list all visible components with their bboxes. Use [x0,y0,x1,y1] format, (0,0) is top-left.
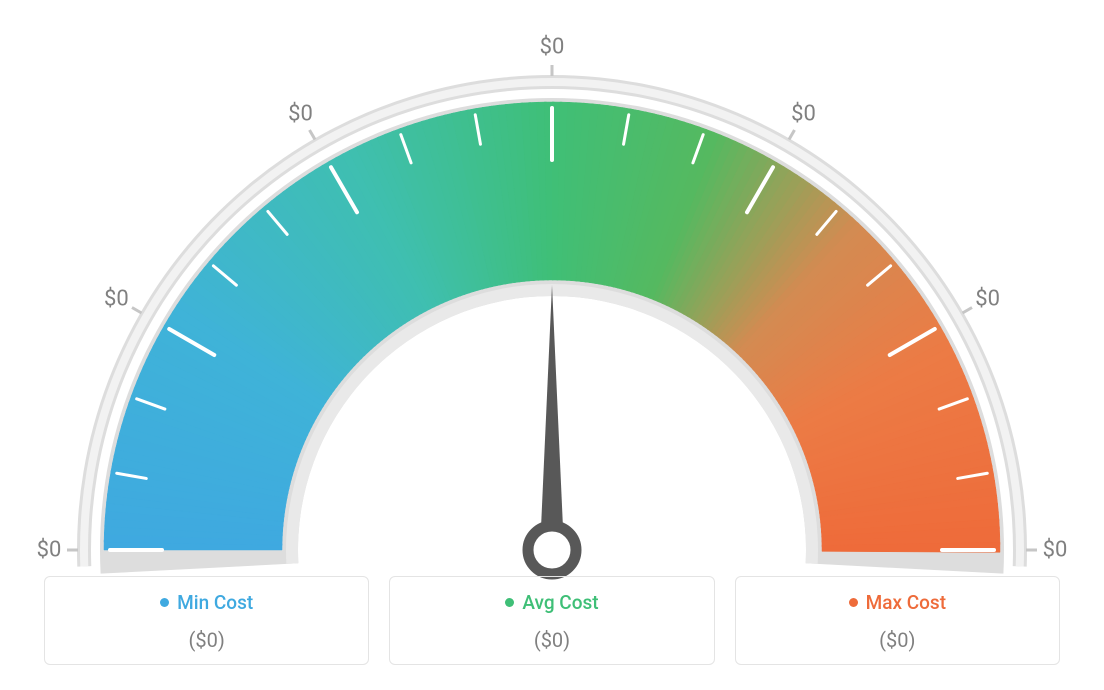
tick-label: $0 [37,538,62,563]
tick-label: $0 [1043,538,1068,563]
legend-value-min: ($0) [55,628,358,652]
legend-value-avg: ($0) [400,628,703,652]
legend-title-avg: Avg Cost [505,591,598,614]
needle [540,285,564,550]
dot-icon [160,598,169,607]
outer-tick [310,130,316,140]
legend-card-avg: Avg Cost ($0) [389,576,714,665]
outer-tick [789,130,795,140]
tick-label: $0 [288,102,313,127]
outer-tick [132,308,142,314]
legend-card-max: Max Cost ($0) [735,576,1060,665]
outer-tick [962,308,972,314]
legend-title-text: Avg Cost [522,591,598,614]
dot-icon [505,598,514,607]
gauge-wrapper: $0 $0 $0 $0 $0 $0 $0 [0,0,1104,560]
legend-title-text: Max Cost [866,591,946,614]
gauge-chart [0,40,1104,600]
legend-card-min: Min Cost ($0) [44,576,369,665]
tick-label: $0 [791,102,816,127]
dot-icon [849,598,858,607]
legend-title-min: Min Cost [160,591,253,614]
legend-title-text: Min Cost [177,591,253,614]
legend-title-max: Max Cost [849,591,946,614]
legend-row: Min Cost ($0) Avg Cost ($0) Max Cost ($0… [44,576,1060,665]
tick-label: $0 [104,286,129,311]
tick-label: $0 [540,35,565,60]
needle-hub [528,526,576,574]
legend-value-max: ($0) [746,628,1049,652]
tick-label: $0 [975,286,1000,311]
